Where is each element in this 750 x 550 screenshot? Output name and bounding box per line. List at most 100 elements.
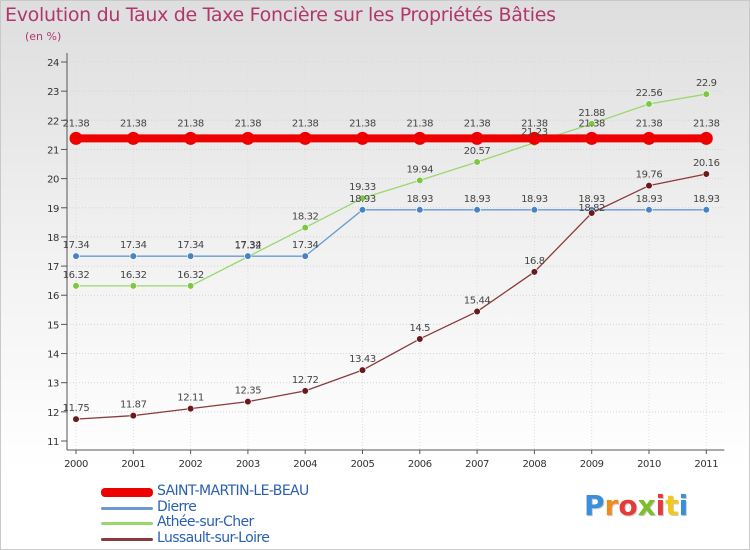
data-label: 17.32: [235, 241, 262, 252]
x-tick-label: 2007: [465, 459, 489, 470]
data-label: 17.34: [177, 240, 204, 251]
data-label: 22.9: [696, 78, 717, 89]
data-point: [356, 131, 369, 145]
data-point: [416, 206, 424, 214]
data-label: 22.56: [636, 88, 663, 99]
data-point: [301, 252, 309, 260]
data-point: [470, 131, 484, 145]
legend-swatch: [101, 488, 153, 497]
data-label: 20.57: [464, 146, 491, 157]
data-label: 18.82: [578, 203, 605, 214]
data-label: 21.38: [63, 118, 90, 129]
data-point: [301, 223, 309, 232]
data-point: [301, 387, 309, 395]
data-label: 19.76: [636, 170, 663, 181]
data-label: 18.93: [636, 194, 663, 205]
chart-background: [1, 1, 749, 471]
data-point: [129, 412, 137, 420]
data-point: [413, 131, 427, 145]
data-label: 21.38: [120, 118, 147, 129]
x-tick-label: 2010: [637, 459, 661, 470]
data-label: 12.11: [177, 393, 204, 404]
x-tick-label: 2001: [121, 459, 145, 470]
series-line: [76, 209, 707, 257]
data-point: [358, 194, 367, 202]
data-label: 14.5: [409, 323, 430, 334]
data-label: 11.87: [120, 400, 147, 411]
data-point: [702, 90, 710, 98]
data-point: [473, 307, 481, 316]
data-point: [241, 131, 255, 145]
data-label: 17.34: [63, 240, 90, 251]
data-label: 21.38: [578, 118, 605, 129]
x-tick-label: 2008: [522, 459, 546, 470]
data-point: [588, 209, 596, 217]
logo-letter: i: [678, 489, 689, 522]
data-point: [184, 131, 198, 145]
data-label: 18.93: [349, 194, 376, 205]
data-point: [244, 252, 252, 260]
data-label: 18.93: [578, 194, 605, 205]
data-label: 12.35: [235, 386, 262, 397]
data-point: [702, 170, 710, 178]
data-label: 17.34: [235, 240, 262, 251]
logo-letter: x: [637, 489, 656, 522]
x-tick-label: 2002: [179, 459, 203, 470]
data-point: [645, 206, 653, 214]
data-point: [585, 131, 599, 145]
data-point: [642, 131, 656, 145]
data-point: [588, 120, 596, 128]
data-point: [187, 252, 195, 260]
data-point: [358, 206, 367, 214]
logo-letter: i: [655, 489, 666, 522]
y-tick-label: 12: [47, 408, 59, 419]
data-label: 21.88: [578, 108, 605, 119]
data-label: 18.93: [464, 194, 491, 205]
y-tick-label: 24: [47, 58, 59, 69]
data-point: [72, 282, 80, 290]
y-tick-label: 20: [47, 175, 59, 186]
x-tick-label: 2003: [236, 459, 260, 470]
data-label: 18.93: [693, 194, 720, 205]
data-point: [358, 366, 367, 374]
data-point: [702, 206, 710, 214]
proxiti-logo: Proxiti: [584, 489, 688, 522]
data-label: 21.38: [521, 118, 548, 129]
data-label: 16.32: [120, 270, 147, 281]
data-label: 15.44: [464, 296, 491, 307]
data-point: [72, 252, 80, 260]
data-label: 21.38: [693, 118, 720, 129]
legend-label: Dierre: [157, 498, 197, 515]
chart-title: Evolution du Taux de Taxe Foncière sur l…: [5, 4, 556, 26]
data-point: [645, 100, 653, 108]
axis-layer: 11 12 13 14 15 16 17 18 19 20 21 22 23 24 2000 2001 2002…: [47, 53, 725, 470]
x-tick-label: 2005: [351, 459, 375, 470]
logo-letter: t: [665, 489, 679, 522]
y-tick-label: 16: [47, 291, 59, 302]
y-tick-label: 19: [47, 204, 59, 215]
data-point: [527, 131, 541, 145]
data-point: [645, 182, 653, 190]
legend-swatch: [101, 537, 153, 541]
data-label: 21.38: [177, 118, 204, 129]
x-tick-label: 2009: [580, 459, 604, 470]
data-label: 20.16: [693, 158, 720, 169]
data-label: 18.93: [406, 194, 433, 205]
data-label: 21.38: [406, 118, 433, 129]
y-tick-label: 17: [47, 262, 59, 273]
data-label: 13.43: [349, 354, 376, 365]
grid-layer: [67, 58, 725, 450]
data-label: 21.38: [464, 118, 491, 129]
data-label: 19.94: [406, 164, 433, 175]
data-point: [129, 252, 137, 260]
y-tick-label: 13: [47, 379, 59, 390]
chart-unit-label: (en %): [25, 30, 62, 43]
data-label: 21.23: [521, 127, 548, 138]
legend-label: Athée-sur-Cher: [157, 514, 254, 530]
data-label: 16.32: [63, 270, 90, 281]
data-label: 21.38: [235, 118, 262, 129]
data-point: [473, 206, 481, 214]
data-label: 21.38: [636, 118, 663, 129]
data-point: [126, 131, 140, 145]
